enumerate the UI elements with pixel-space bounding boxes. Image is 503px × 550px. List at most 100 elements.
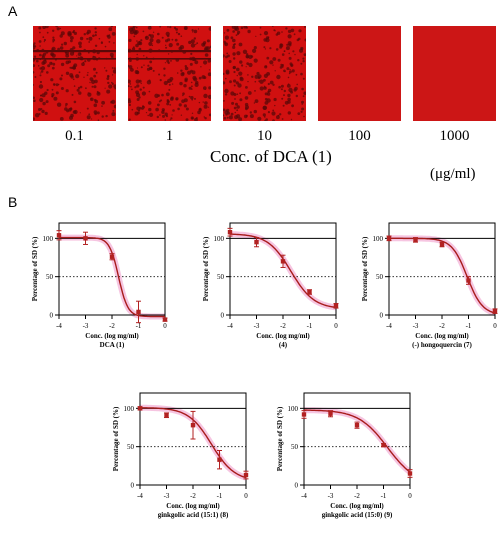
tile-speckle [265, 65, 267, 68]
panel-a-unit-label: (μg/ml) [430, 166, 476, 182]
tile-speckle [182, 94, 184, 97]
data-point [381, 442, 386, 448]
tile-speckle [221, 54, 225, 58]
tile-speckle [283, 94, 285, 97]
y-tick-label: 50 [127, 443, 135, 451]
tile-speckle [136, 84, 140, 88]
x-tick-label: -4 [301, 492, 307, 500]
tile-speckle [253, 102, 256, 104]
x-tick-label: -2 [439, 322, 445, 330]
tile-speckle [70, 113, 74, 118]
tile-speckle [301, 107, 305, 111]
tile-speckle [265, 118, 268, 121]
tile-speckle [237, 30, 241, 34]
tile-speckle [238, 71, 243, 76]
tile-speckle [108, 41, 111, 43]
tile-speckle [44, 59, 47, 62]
data-point [164, 413, 169, 418]
tile-speckle [88, 113, 91, 116]
y-tick-label: 0 [380, 312, 384, 320]
tile-speckle [167, 61, 170, 65]
data-point [413, 237, 418, 243]
tile-speckle [73, 100, 77, 104]
tile-speckle [100, 41, 104, 45]
data-point [328, 411, 333, 416]
tile-speckle [240, 26, 244, 30]
tile-speckle [135, 70, 140, 75]
tile-speckle [269, 60, 274, 65]
tile-speckle [181, 99, 185, 103]
tile-speckle [86, 29, 91, 34]
tile-speckle [158, 73, 161, 76]
tile-speckle [259, 26, 262, 29]
tile-speckle [86, 107, 89, 110]
tile-speckle [46, 71, 49, 74]
tile-speckle [247, 80, 249, 83]
tile-speckle [56, 27, 60, 31]
tile-speckle [111, 82, 114, 85]
tile-speckle [191, 70, 196, 75]
data-point [190, 423, 196, 428]
tile-speckle [190, 39, 195, 44]
tile-speckle [254, 90, 256, 92]
tile-speckle [291, 69, 295, 73]
tile-speckle [232, 52, 236, 56]
tile-speckle [189, 62, 193, 66]
tile-speckle [59, 117, 64, 121]
tile-speckle [60, 31, 65, 36]
tile-speckle [274, 70, 276, 72]
tile-speckle [64, 107, 68, 111]
tile-speckle [282, 104, 285, 107]
tile-speckle [178, 103, 182, 107]
tile-speckle [206, 39, 210, 43]
tile-speckle [51, 88, 54, 91]
tile-speckle [287, 93, 291, 98]
tile-speckle [44, 111, 48, 115]
tile-band [33, 58, 116, 60]
tile-speckle [131, 27, 135, 31]
tile-speckle [94, 31, 97, 34]
tile-speckle [142, 86, 145, 89]
tile-speckle [225, 77, 227, 80]
tile-speckle [227, 54, 230, 58]
tile-speckle [289, 69, 291, 71]
y-axis-label: Percentage of SD (%) [361, 236, 369, 301]
tile-speckle [34, 76, 37, 78]
tile-speckle [140, 39, 143, 42]
tile-speckle [175, 98, 178, 101]
tile-speckle [111, 99, 116, 104]
tile-speckle [184, 27, 188, 30]
tile-speckle [223, 32, 226, 34]
tile-speckle [149, 25, 152, 28]
tile-speckle [252, 48, 257, 53]
tile-speckle [141, 91, 146, 96]
tile-speckle [296, 83, 298, 86]
tile-speckle [273, 97, 277, 102]
tile-speckle [194, 117, 198, 122]
tile-speckle [256, 71, 260, 76]
tile-speckle [76, 55, 78, 57]
y-tick-label: 0 [221, 312, 225, 320]
tile-speckle [89, 81, 91, 84]
tile-speckle [236, 51, 241, 56]
tile-speckle [171, 83, 174, 85]
tile-speckle [70, 66, 74, 70]
tile-speckle [51, 66, 55, 70]
tile-fill [318, 26, 401, 121]
tile-speckle [51, 53, 56, 58]
tile-speckle [56, 102, 62, 107]
x-tick-label: 0 [163, 322, 167, 330]
tile-speckle [253, 109, 257, 114]
tile-speckle [34, 45, 37, 48]
tile-speckle [78, 91, 82, 95]
tile-speckle [55, 83, 59, 87]
tile-speckle [104, 67, 106, 69]
tile-speckle [203, 116, 205, 118]
dose-response-chart-4: -4 -3 -2 -1 0 0 50 100 Conc. (log mg/ml)ginkgoli… [112, 392, 249, 519]
tile-speckle [234, 111, 237, 114]
tile-speckle [236, 74, 238, 77]
tile-band [128, 50, 211, 53]
tile-speckle [222, 81, 226, 85]
tile-speckle [106, 77, 110, 80]
tile-speckle [59, 77, 63, 81]
